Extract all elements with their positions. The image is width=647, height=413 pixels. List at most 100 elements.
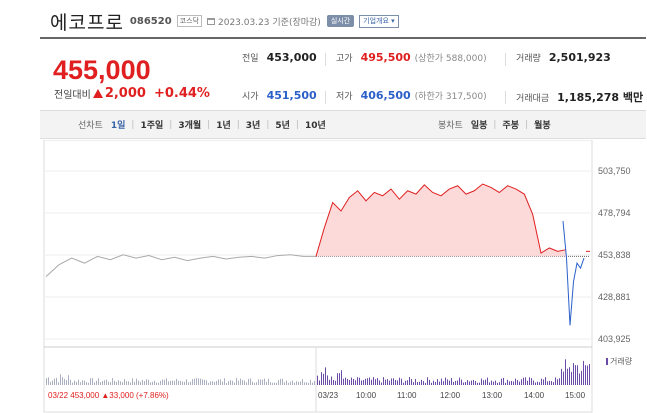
- current-price: 455,000: [53, 55, 151, 85]
- volume-bar: [108, 381, 109, 385]
- volume-bar: [220, 379, 221, 385]
- tab-weekly[interactable]: 주봉: [502, 121, 520, 131]
- volume-bar: [244, 380, 245, 385]
- volume-bar: [278, 380, 279, 385]
- volume-bar: [48, 377, 49, 385]
- volume-bar: [561, 368, 562, 385]
- divider: [505, 53, 506, 66]
- volume-bar: [389, 380, 390, 385]
- volume-bar: [463, 382, 464, 385]
- volume-bar: [511, 380, 512, 385]
- lower-limit: (하한가 317,500): [414, 92, 487, 102]
- change-rate: +0.44%: [153, 86, 210, 101]
- volume-bar: [437, 379, 438, 385]
- stock-name: 에코프로: [50, 11, 124, 34]
- tab-1d[interactable]: 1일: [110, 121, 126, 131]
- volume-bar: [80, 382, 81, 385]
- volume-bar: [585, 365, 586, 385]
- today-drop-line: [562, 221, 585, 326]
- volume-bar: [325, 367, 326, 385]
- volume-bar: [331, 376, 332, 385]
- x-tick-label: 03/23: [318, 391, 339, 400]
- volume-bar: [481, 378, 482, 385]
- volume-bar: [541, 378, 542, 385]
- volume-bar: [461, 379, 462, 385]
- volume-bar: [383, 377, 384, 385]
- volume-bar: [182, 381, 183, 385]
- volume-bar: [535, 382, 536, 385]
- change-label: 전일대비: [54, 90, 91, 101]
- volume-bar: [319, 380, 320, 385]
- high-label: 고가: [336, 54, 353, 64]
- x-tick-label: 14:00: [524, 391, 545, 400]
- volume-bar: [156, 382, 157, 385]
- volume-bar: [385, 379, 386, 385]
- volume-bar: [549, 380, 550, 385]
- tab-daily[interactable]: 일봉: [470, 121, 488, 131]
- low-cell: 저가 406,500 (하한가 317,500): [336, 89, 487, 102]
- high-cell: 고가 495,500 (상한가 588,000): [336, 51, 487, 64]
- volume-label: 거래량: [516, 54, 541, 64]
- tab-3y[interactable]: 3년: [245, 121, 261, 131]
- volume-bar: [284, 382, 285, 385]
- realtime-button[interactable]: 실시간: [326, 15, 355, 27]
- volume-bar: [327, 375, 328, 385]
- volume-bar: [343, 378, 344, 385]
- volume-bar: [174, 380, 175, 385]
- prev-close-cell: 전일 453,000: [242, 51, 317, 64]
- volume-value: 2,501,923: [548, 51, 611, 64]
- volume-bar: [46, 378, 47, 385]
- volume-bar: [471, 380, 472, 385]
- volume-bar: [475, 381, 476, 385]
- volume-bar: [294, 382, 295, 385]
- volume-bar: [407, 380, 408, 385]
- volume-bar: [423, 381, 424, 385]
- change-amount: 2,000: [104, 86, 146, 101]
- volume-bar: [106, 379, 107, 385]
- x-tick-label: 11:00: [397, 391, 417, 400]
- volume-bar: [505, 382, 506, 385]
- volume-bar: [138, 380, 139, 385]
- volume-bar: [517, 380, 518, 385]
- tab-5y[interactable]: 5년: [275, 121, 290, 131]
- volume-bar: [274, 382, 275, 385]
- tab-1y[interactable]: 1년: [216, 121, 231, 131]
- volume-bar: [114, 380, 115, 385]
- company-info-button[interactable]: 기업개요 ▾: [359, 14, 399, 28]
- volume-bar: [557, 379, 558, 385]
- volume-bar: [477, 382, 478, 385]
- divider: [325, 53, 326, 66]
- volume-bar: [469, 381, 470, 385]
- prev-day-label: 03/22 453,000 ▲33,000 (+7.86%): [48, 391, 169, 400]
- tab-1w[interactable]: 1주일: [140, 121, 164, 131]
- volume-bar: [90, 378, 91, 385]
- volume-bar: [339, 373, 340, 385]
- y-tick-label: 453,838: [598, 250, 631, 260]
- tab-10y[interactable]: 10년: [304, 121, 326, 131]
- volume-bar: [132, 378, 133, 385]
- volume-bar: [172, 380, 173, 385]
- volume-bar: [248, 379, 249, 385]
- volume-bar: [112, 378, 113, 385]
- volume-bar: [148, 379, 149, 385]
- volume-bar: [429, 379, 430, 385]
- volume-bar: [212, 381, 213, 385]
- volume-bar: [335, 380, 336, 385]
- volume-bar: [226, 382, 227, 385]
- volume-bar: [373, 377, 374, 385]
- x-tick-label: 13:00: [482, 391, 503, 400]
- high-value: 495,500: [360, 51, 411, 64]
- volume-bar: [152, 381, 153, 385]
- tab-3m[interactable]: 3개월: [178, 121, 202, 131]
- volume-bar: [208, 382, 209, 385]
- volume-bar: [144, 380, 145, 385]
- candle-chart-tabs: 봉차트 일봉 | 주봉 | 월봉: [438, 119, 551, 132]
- volume-bar: [577, 365, 578, 385]
- volume-bar: [246, 382, 247, 385]
- volume-bar: [100, 382, 101, 385]
- volume-bar: [202, 379, 203, 385]
- low-label: 저가: [336, 92, 353, 102]
- tab-monthly[interactable]: 월봉: [534, 121, 551, 131]
- volume-bar: [411, 379, 412, 385]
- volume-bar: [543, 379, 544, 385]
